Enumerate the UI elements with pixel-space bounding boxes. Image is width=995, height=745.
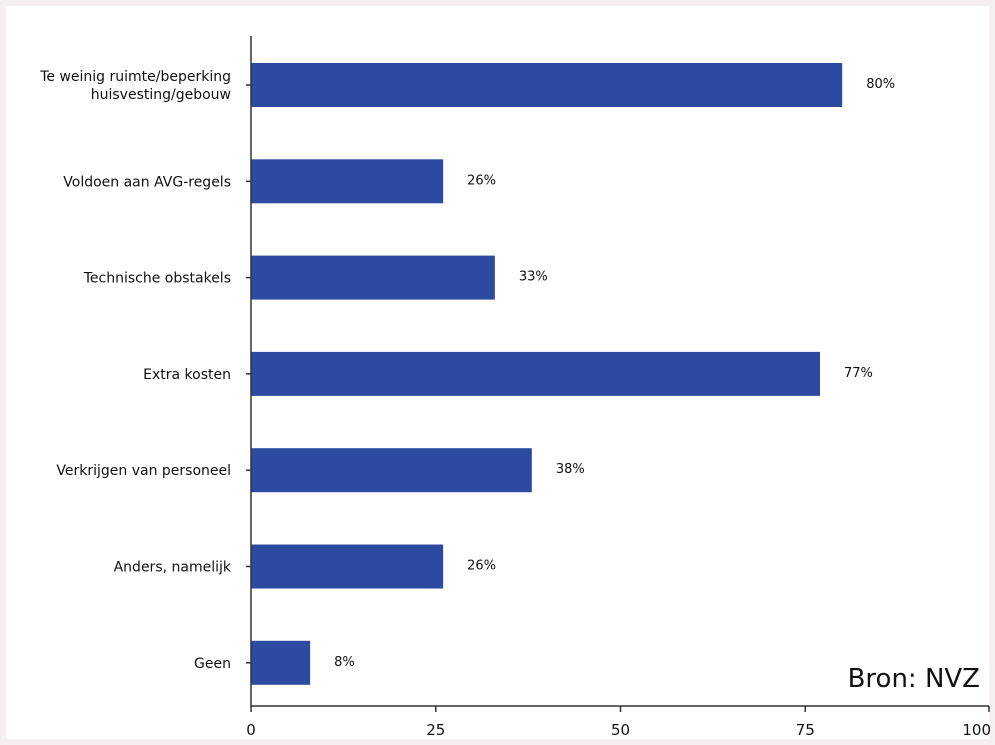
category-label-4: Verkrijgen van personeel	[56, 463, 231, 479]
category-label-line: huisvesting/gebouw	[91, 87, 231, 103]
data-label-2: 33%	[519, 270, 548, 285]
bar-2	[251, 255, 495, 300]
category-label-0: Te weinig ruimte/beperking huisvesting/ge…	[39, 69, 231, 103]
data-label-5: 26%	[467, 559, 496, 574]
category-label-5: Anders, namelijk	[114, 560, 232, 576]
category-label-line: Te weinig ruimte/beperking	[39, 69, 231, 85]
category-label-3: Extra kosten	[143, 367, 231, 383]
category-label-line: Geen	[194, 656, 231, 672]
category-label-2: Technische obstakels	[83, 271, 231, 287]
data-label-0: 80%	[866, 77, 895, 92]
category-label-6: Geen	[194, 656, 231, 672]
category-label-1: Voldoen aan AVG-regels	[63, 174, 231, 190]
bar-3	[251, 351, 821, 396]
data-label-6: 8%	[334, 655, 355, 670]
bar-6	[251, 640, 311, 685]
data-label-3: 77%	[844, 366, 873, 381]
x-tick-label-3: 75	[796, 721, 815, 739]
x-tick-label-2: 50	[611, 721, 630, 739]
x-tick-label-0: 0	[246, 721, 256, 739]
category-label-line: Technische obstakels	[83, 271, 231, 287]
data-labels-group: 80% 26% 33% 77% 38% 26% 8%	[334, 77, 895, 670]
category-label-line: Verkrijgen van personeel	[56, 463, 231, 479]
data-label-1: 26%	[467, 173, 496, 188]
bars-group	[251, 63, 843, 685]
category-label-line: Voldoen aan AVG-regels	[63, 174, 231, 190]
bar-0	[251, 63, 843, 107]
x-tick-label-1: 25	[426, 721, 445, 739]
bar-1	[251, 159, 444, 204]
bar-4	[251, 448, 532, 493]
axes-group: 0 25 50 75 100	[246, 36, 991, 739]
bar-5	[251, 544, 444, 589]
category-labels-group: Te weinig ruimte/beperking huisvesting/ge…	[39, 69, 232, 672]
source-annotation: Bron: NVZ	[848, 664, 980, 694]
x-tick-label-4: 100	[962, 721, 991, 739]
category-label-line: Anders, namelijk	[114, 560, 232, 576]
category-label-line: Extra kosten	[143, 367, 231, 383]
data-label-4: 38%	[556, 462, 585, 477]
